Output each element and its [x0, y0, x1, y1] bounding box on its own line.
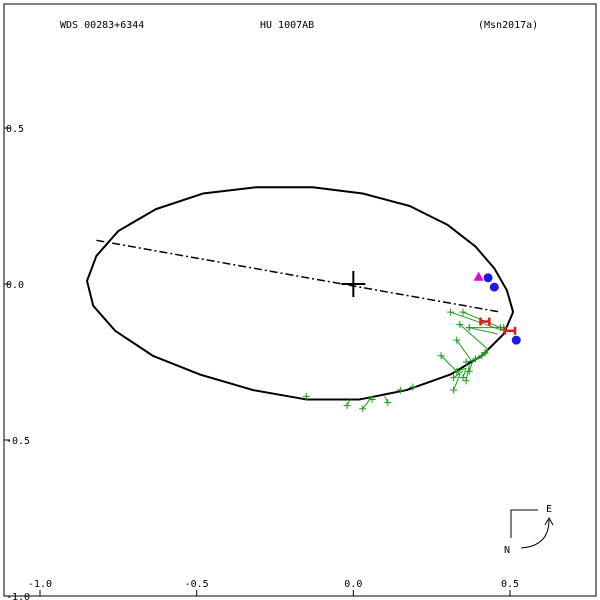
observation-point — [453, 336, 461, 344]
observation-point — [459, 308, 467, 316]
observation-point — [453, 367, 461, 375]
observation-point — [450, 374, 458, 382]
x-tick-label: -1.0 — [28, 579, 52, 590]
observation-point — [437, 352, 445, 360]
plot-frame — [3, 3, 597, 597]
observation-point — [481, 349, 489, 357]
observation-point — [343, 402, 351, 410]
observation-point — [450, 386, 458, 394]
residual-line — [453, 374, 461, 391]
observation-point — [409, 383, 417, 391]
speckle-point — [503, 326, 517, 335]
residual-line — [466, 358, 479, 363]
observation-point — [478, 352, 486, 360]
axes: -1.0 -0.5 0.0 0.5 0.5 0.0 -0.5 -1.0 — [4, 124, 519, 600]
reference-label: (Msn2017a) — [478, 20, 538, 31]
y-tick-label: -1.0 — [6, 592, 30, 600]
residual-line — [465, 365, 470, 381]
periastron-marker — [473, 271, 484, 281]
residual-line — [453, 370, 464, 379]
x-tick-label: 0.0 — [344, 579, 362, 590]
blue-point — [483, 273, 493, 283]
compass-north-label: N — [504, 545, 510, 556]
wds-label: WDS 00283+6344 — [60, 20, 144, 31]
compass: E N — [504, 504, 554, 556]
compass-lines — [510, 509, 538, 538]
residual-line — [468, 361, 473, 372]
residual-line — [384, 396, 389, 403]
discoverer-label: HU 1007AB — [260, 20, 314, 31]
observation-point — [472, 355, 480, 363]
compass-arrow — [520, 519, 550, 549]
observations-layer — [302, 308, 508, 413]
compass-arrowhead — [544, 516, 554, 526]
residual-line — [462, 368, 467, 378]
x-tick-label: 0.5 — [501, 579, 519, 590]
observation-point — [368, 395, 376, 403]
y-tick-label: -0.5 — [6, 436, 30, 447]
observation-point — [446, 308, 454, 316]
line-of-apsides — [96, 239, 501, 313]
observation-point — [462, 377, 470, 385]
observation-point — [462, 358, 470, 366]
residual-line — [368, 395, 373, 400]
observation-point — [465, 324, 473, 332]
y-tick-label: 0.0 — [6, 280, 24, 291]
observation-point — [459, 374, 467, 382]
compass-east-label: E — [546, 504, 552, 515]
residual-line — [500, 327, 505, 332]
residual-line — [469, 327, 498, 335]
orbit-layer — [86, 186, 515, 401]
observation-point — [359, 405, 367, 413]
observation-point — [456, 321, 464, 329]
x-tick-label: -0.5 — [185, 579, 209, 590]
observation-point — [384, 399, 392, 407]
residual-line — [459, 324, 489, 350]
blue-point — [489, 282, 499, 292]
orbit-ellipse — [86, 186, 515, 401]
residual-line — [462, 311, 501, 329]
residual-line — [346, 399, 351, 406]
observation-point — [302, 392, 310, 400]
markers-layer — [473, 271, 521, 345]
speckle-point — [479, 317, 491, 326]
observation-point — [465, 367, 473, 375]
residual-line — [456, 339, 473, 363]
residual-line — [484, 349, 489, 353]
y-tick-label: 0.5 — [6, 124, 24, 135]
observation-point — [396, 386, 404, 394]
blue-point — [511, 335, 521, 345]
residual-line — [456, 367, 467, 372]
